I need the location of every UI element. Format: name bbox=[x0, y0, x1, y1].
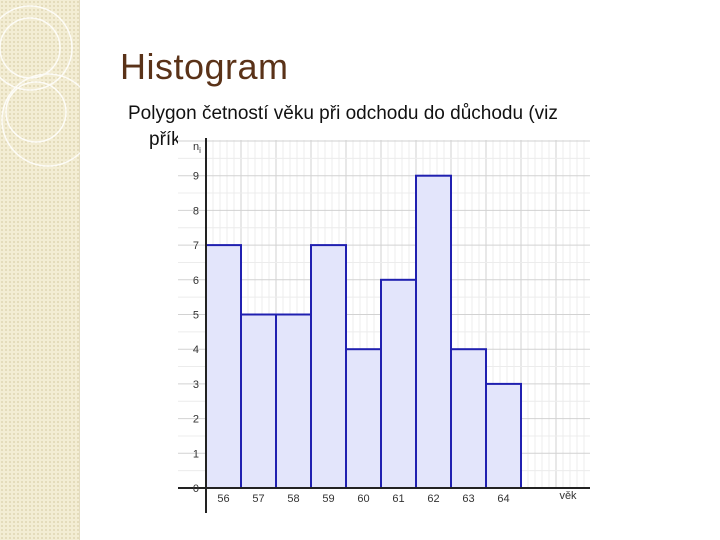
x-tick-label: 59 bbox=[322, 493, 334, 505]
decorative-swirls bbox=[0, 5, 95, 167]
x-tick-label: 64 bbox=[497, 493, 509, 505]
y-tick-label: 8 bbox=[193, 205, 199, 217]
y-tick-label: 2 bbox=[193, 414, 199, 426]
slide-title: Histogram bbox=[120, 46, 289, 87]
x-tick-label: 62 bbox=[427, 493, 439, 505]
y-tick-label: 4 bbox=[193, 344, 199, 356]
histogram-bar-60 bbox=[345, 348, 382, 489]
y-tick-label: 0 bbox=[193, 483, 199, 495]
x-tick-label: 57 bbox=[252, 493, 264, 505]
x-tick-label: 60 bbox=[357, 493, 369, 505]
y-axis-label: ni bbox=[193, 141, 201, 155]
histogram-bar-64 bbox=[485, 382, 522, 489]
x-tick-label: 58 bbox=[287, 493, 299, 505]
x-tick-label: 56 bbox=[217, 493, 229, 505]
histogram-bar-61 bbox=[380, 278, 417, 489]
y-tick-label: 1 bbox=[193, 448, 199, 460]
histogram-bar-63 bbox=[450, 348, 487, 489]
sidebar-divider bbox=[79, 0, 80, 540]
subtitle-line-1: Polygon četností věku při odchodu do důc… bbox=[128, 103, 558, 124]
subtitle-line-2: přík bbox=[149, 129, 181, 150]
x-axis-label: věk bbox=[559, 490, 577, 502]
x-tick-label: 61 bbox=[392, 493, 404, 505]
histogram-bar-56 bbox=[205, 244, 242, 489]
y-tick-label: 3 bbox=[193, 379, 199, 391]
histogram-bar-58 bbox=[275, 313, 312, 489]
y-tick-label: 7 bbox=[193, 240, 199, 252]
histogram-bar-62 bbox=[415, 174, 452, 489]
histogram-bar-57 bbox=[240, 313, 277, 489]
histogram-bar-59 bbox=[310, 244, 347, 489]
y-tick-label: 9 bbox=[193, 171, 199, 183]
y-tick-label: 5 bbox=[193, 310, 199, 322]
x-tick-label: 63 bbox=[462, 493, 474, 505]
histogram-chart: 0 1 2 3 4 5 6 7 8 9 56 57 58 59 60 61 62 63 64 věk ni bbox=[178, 128, 598, 523]
slide-subtitle: Polygon četností věku při odchodu do důc… bbox=[120, 101, 660, 153]
y-tick-label: 6 bbox=[193, 275, 199, 287]
